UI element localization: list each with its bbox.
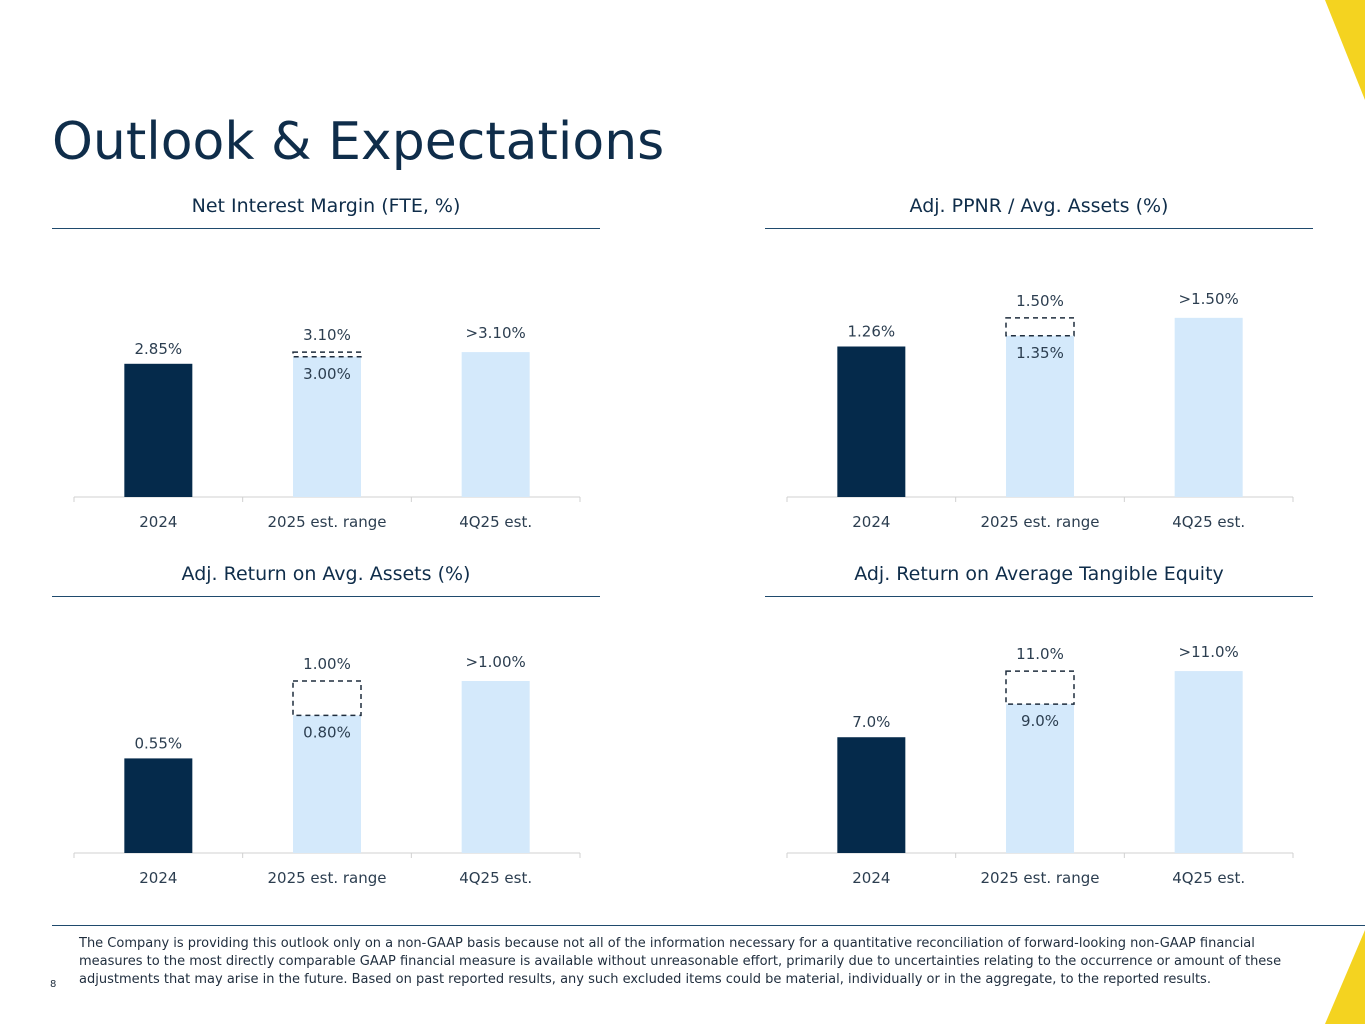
data-label: 0.80% [303, 723, 351, 741]
bar-range-low [293, 356, 361, 497]
x-tick-label: 4Q25 est. [459, 513, 532, 531]
data-label: 9.0% [1021, 712, 1059, 730]
x-tick-label: 4Q25 est. [1172, 513, 1245, 531]
chart-title-roa: Adj. Return on Avg. Assets (%) [181, 563, 471, 585]
data-label: >1.50% [1179, 290, 1239, 308]
range-high-dashed-box [1005, 670, 1075, 705]
chart-title-rule-rotce [765, 596, 1313, 597]
x-tick-label: 2024 [852, 869, 890, 887]
data-label: 1.35% [1016, 344, 1064, 362]
bar-actual [124, 363, 193, 497]
chart-title-ppnr: Adj. PPNR / Avg. Assets (%) [909, 195, 1169, 217]
range-high-dashed-box [1005, 317, 1075, 337]
x-tick-label: 2025 est. range [267, 513, 386, 531]
range-high-dashed-box [292, 680, 362, 717]
data-label: 0.55% [135, 734, 183, 752]
data-label: >1.00% [466, 653, 526, 671]
x-tick-label: 2024 [139, 869, 177, 887]
x-tick-label: 4Q25 est. [1172, 869, 1245, 887]
data-label: 3.00% [303, 365, 351, 383]
bar-range-low [1006, 335, 1074, 497]
chart-title-rule-nim [52, 228, 600, 229]
chart-title-rotce: Adj. Return on Average Tangible Equity [854, 563, 1224, 585]
data-label: 2.85% [135, 340, 183, 358]
data-label: >11.0% [1179, 643, 1239, 661]
bar-q4-estimate [1174, 671, 1243, 853]
yellow-accent-bottom [1325, 930, 1365, 1024]
yellow-accent-top [1325, 0, 1365, 100]
bar-range-low [1006, 704, 1074, 853]
data-label: >3.10% [466, 324, 526, 342]
x-tick-label: 2024 [852, 513, 890, 531]
x-tick-label: 2025 est. range [980, 869, 1099, 887]
footnote: The Company is providing this outlook on… [79, 936, 1282, 987]
chart-rotce: 7.0% 2024 9.0% 2025 est. range 11.0% >11.0% 4Q… [786, 643, 1294, 887]
accent-shape-top [1325, 0, 1365, 100]
x-tick-label: 4Q25 est. [459, 869, 532, 887]
x-tick-label: 2024 [139, 513, 177, 531]
data-label: 7.0% [852, 713, 890, 731]
range-high-label: 1.00% [303, 655, 351, 673]
chart-title-rule-ppnr [765, 228, 1313, 229]
chart-title-nim: Net Interest Margin (FTE, %) [191, 195, 461, 217]
chart-ppnr: 1.26% 2024 1.35% 2025 est. range 1.50% >1.50%… [786, 290, 1294, 531]
bar-actual [124, 758, 193, 853]
range-high-label: 11.0% [1016, 645, 1064, 663]
page-number: 8 [50, 979, 57, 990]
data-label: 1.26% [848, 323, 896, 341]
x-tick-label: 2025 est. range [267, 869, 386, 887]
footer-rule [52, 925, 1365, 926]
bar-q4-estimate [1174, 317, 1243, 497]
x-tick-label: 2025 est. range [980, 513, 1099, 531]
page-title: Outlook & Expectations [52, 112, 665, 172]
range-high-label: 3.10% [303, 326, 351, 344]
chart-roa: 0.55% 2024 0.80% 2025 est. range 1.00% >1.00%… [73, 653, 581, 887]
bar-q4-estimate [461, 352, 530, 497]
bar-actual [837, 346, 906, 497]
range-high-label: 1.50% [1016, 292, 1064, 310]
range-high-dashed-box [292, 351, 362, 358]
chart-title-rule-roa [52, 596, 600, 597]
accent-shape-bottom [1325, 930, 1365, 1024]
bar-range-low [293, 715, 361, 853]
chart-nim: 2.85% 2024 3.00% 2025 est. range 3.10% >3.10%… [73, 324, 581, 531]
bar-actual [837, 737, 906, 853]
bar-q4-estimate [461, 681, 530, 853]
